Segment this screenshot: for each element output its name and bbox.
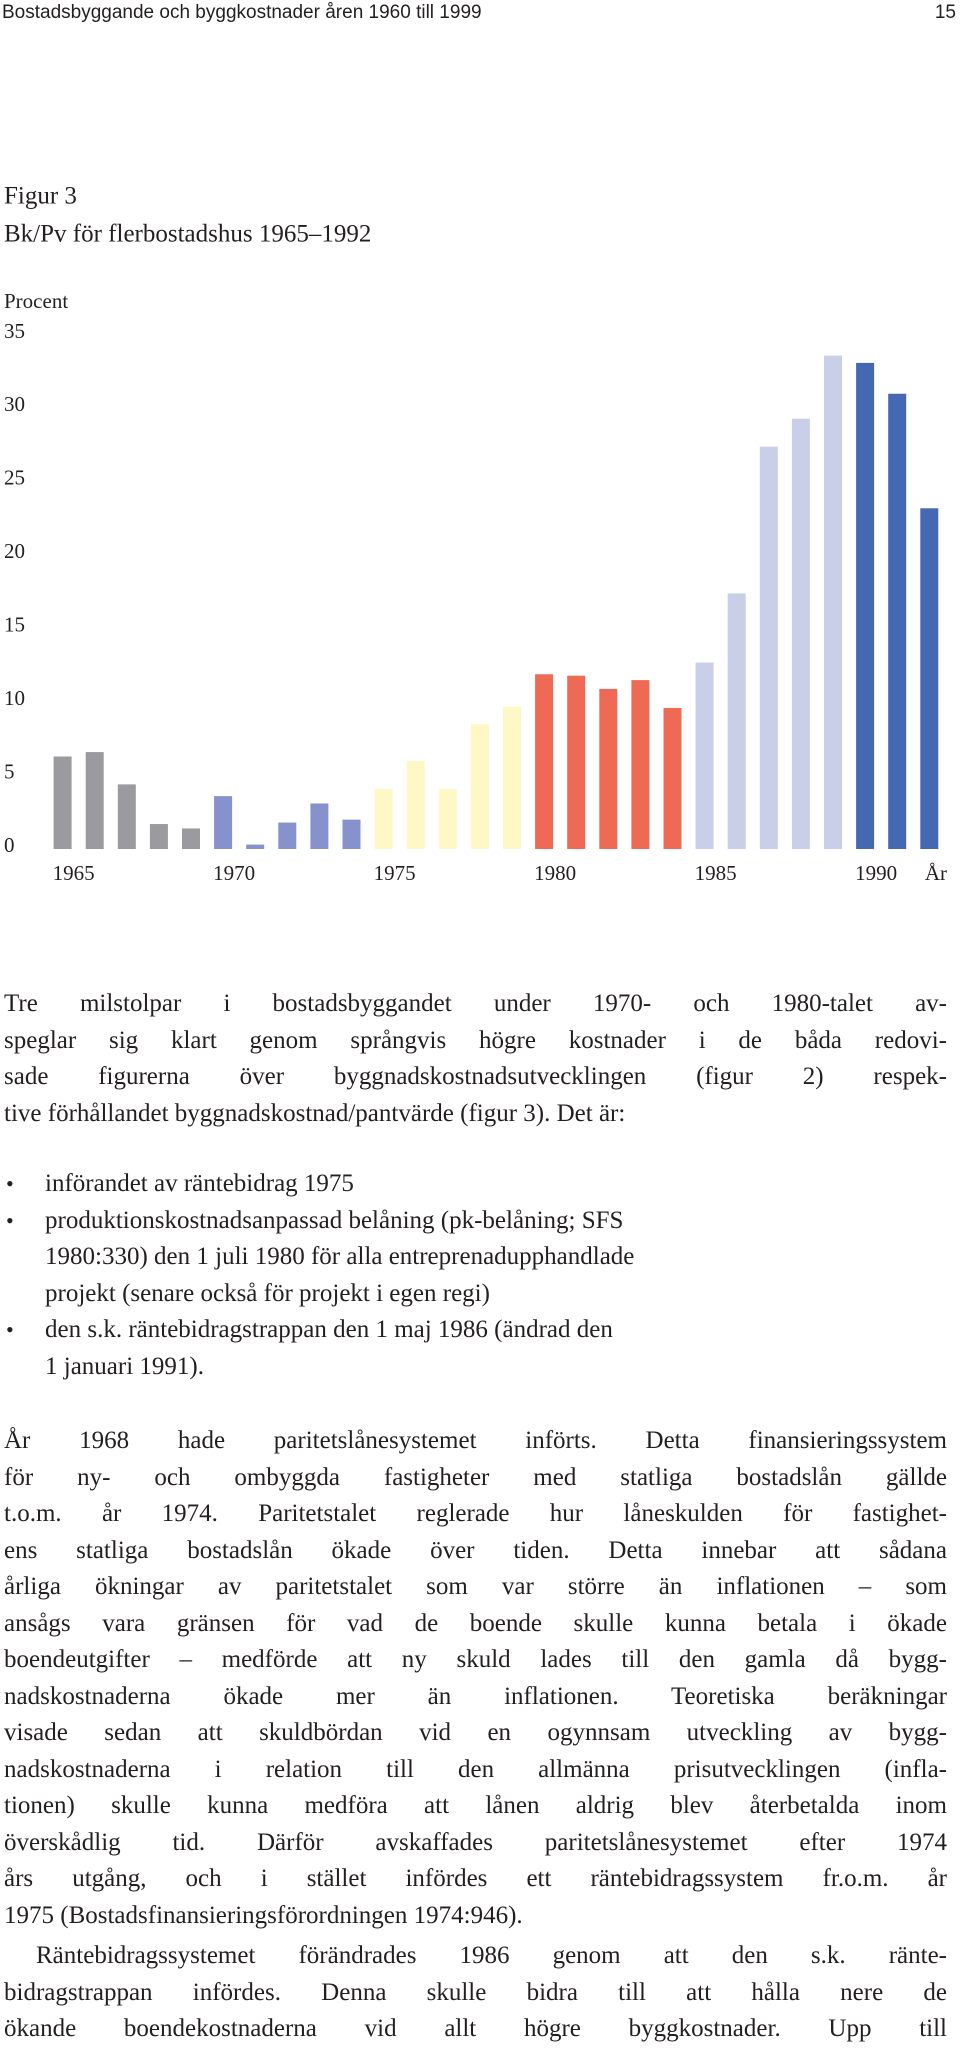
text-line: överskådlig tid. Därför avskaffades pari… <box>4 1828 947 1856</box>
bar <box>342 819 361 849</box>
text-line: den s.k. räntebidragstrappan den 1 maj 1… <box>45 1316 613 1343</box>
text-line: ens statliga bostadslån ökade över tiden… <box>4 1536 947 1564</box>
bar <box>663 708 682 849</box>
x-tick-label: 1970 <box>213 861 255 885</box>
text-line: tionen) skulle kunna medföra att lånen a… <box>4 1792 947 1819</box>
text-line: ansågs vara gränsen för vad de boende sk… <box>4 1609 947 1637</box>
bar <box>567 675 586 849</box>
bar <box>920 508 939 849</box>
text-line: 1975 (Bostadsfinansieringsförordningen 1… <box>4 1901 523 1929</box>
bullet-marker: • <box>6 1317 14 1342</box>
y-axis-label: Procent <box>4 289 68 313</box>
bar <box>791 418 810 849</box>
bar <box>470 724 489 849</box>
x-tick-label: 1990 <box>855 861 897 885</box>
y-tick-label: 35 <box>4 319 25 343</box>
bar <box>535 674 554 849</box>
y-tick-label: 10 <box>4 686 25 710</box>
x-tick-label: 1975 <box>374 861 416 885</box>
text-line: produktionskostnadsanpassad belåning (pk… <box>45 1206 624 1234</box>
bar <box>182 828 200 849</box>
text-line: års utgång, och i stället infördes ett r… <box>4 1865 947 1892</box>
bar <box>85 752 104 849</box>
text-line: nadskostnaderna i relation till den allm… <box>4 1755 947 1783</box>
text-line: ökande boendekostnaderna vid allt högre … <box>4 2015 947 2042</box>
y-tick-label: 20 <box>4 539 25 563</box>
bullet-marker: • <box>6 1207 14 1233</box>
y-tick-label: 15 <box>4 613 25 637</box>
text-line: 1980:330) den 1 juli 1980 för alla entre… <box>45 1243 635 1270</box>
x-tick-label: 1985 <box>695 861 737 885</box>
text-line: 1 januari 1991). <box>45 1352 204 1380</box>
y-tick-label: 5 <box>4 759 15 783</box>
bar <box>278 822 297 849</box>
text-line: Räntebidragssystemet förändrades 1986 ge… <box>36 1942 947 1969</box>
text-line: projekt (senare också för projekt i egen… <box>45 1279 490 1307</box>
chart: Figur 3 Bk/Pv för flerbostadshus 1965–19… <box>4 183 947 885</box>
bar <box>599 688 618 849</box>
bar <box>149 824 168 849</box>
text-line: införandet av räntebidrag 1975 <box>45 1170 354 1197</box>
y-tick-label: 30 <box>4 392 25 416</box>
bar <box>856 362 875 849</box>
text-line: bidragstrappan infördes. Denna skulle bi… <box>4 1978 947 2006</box>
bar <box>438 788 457 849</box>
bar <box>888 393 907 849</box>
bar <box>631 680 650 849</box>
page-number: 15 <box>934 2 956 23</box>
bar <box>310 803 329 849</box>
x-tick-label: 1980 <box>534 861 576 885</box>
text-line: för ny- och ombyggda fastigheter med sta… <box>4 1463 947 1491</box>
text-line: visade sedan att skuldbördan vid en ogyn… <box>4 1719 947 1746</box>
text-line: nadskostnaderna ökade mer än inflationen… <box>4 1682 947 1710</box>
bar <box>503 706 521 849</box>
bar <box>406 760 425 849</box>
x-axis-label: År <box>925 861 947 885</box>
y-tick-label: 25 <box>4 466 25 490</box>
text-line: Tre milstolpar i bostadsbyggandet under … <box>4 990 947 1017</box>
bullet-marker: • <box>6 1171 14 1196</box>
y-tick-label: 0 <box>4 833 15 857</box>
bar <box>374 788 393 849</box>
bar <box>759 446 778 849</box>
text-line: speglar sig klart genom språngvis högre … <box>4 1026 947 1054</box>
bar <box>695 662 714 849</box>
bar <box>117 784 136 849</box>
x-tick-label: 1965 <box>53 861 95 885</box>
bar <box>53 756 72 849</box>
text-line: tive förhållandet byggnadskostnad/pantvä… <box>4 1099 626 1127</box>
bar <box>727 593 746 849</box>
chart-title: Figur 3 <box>4 183 77 210</box>
bar <box>246 844 265 849</box>
bar <box>214 796 233 849</box>
text-line: boendeutgifter – medförde att ny skuld l… <box>4 1646 947 1673</box>
bar <box>824 355 842 849</box>
running-header: Bostadsbyggande och byggkostnader åren 1… <box>2 2 482 23</box>
chart-subtitle: Bk/Pv för flerbostadshus 1965–1992 <box>4 221 371 248</box>
text-line: t.o.m. år 1974. Paritetstalet reglerade … <box>4 1500 947 1527</box>
text-line: årliga ökningar av paritetstalet som var… <box>4 1573 947 1600</box>
text-line: sade figurerna över byggnadskostnadsutve… <box>4 1063 947 1090</box>
text-line: År 1968 hade paritetslånesystemet infört… <box>4 1427 947 1454</box>
